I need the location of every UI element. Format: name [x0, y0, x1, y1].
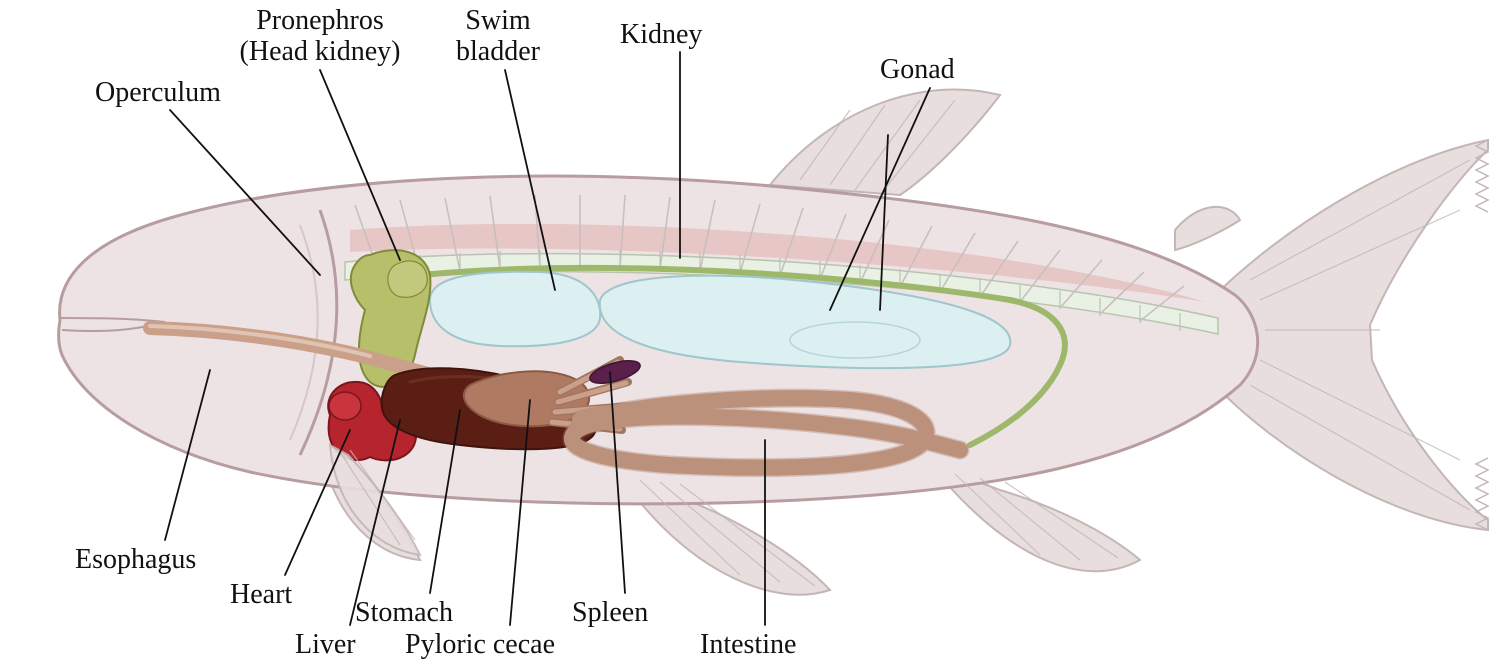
gonad	[790, 322, 920, 358]
label-swim-bladder: Swim bladder	[438, 6, 558, 68]
label-spleen: Spleen	[572, 598, 648, 629]
label-kidney: Kidney	[620, 20, 702, 51]
label-heart: Heart	[230, 580, 292, 611]
label-pronephros: Pronephros (Head kidney)	[200, 6, 440, 68]
label-pronephros-line1: Pronephros	[256, 5, 384, 36]
label-liver: Liver	[295, 630, 356, 661]
label-esophagus: Esophagus	[75, 545, 196, 576]
label-operculum: Operculum	[95, 78, 221, 109]
label-stomach: Stomach	[355, 598, 453, 629]
label-intestine: Intestine	[700, 630, 796, 661]
label-swim-bladder-line2: bladder	[456, 36, 540, 67]
swim-bladder-anterior	[430, 272, 600, 347]
adipose-fin	[1175, 207, 1240, 250]
diagram-stage: Operculum Pronephros (Head kidney) Swim …	[0, 0, 1500, 668]
label-pyloric-cecae: Pyloric cecae	[405, 630, 555, 661]
fish-anatomy-svg	[0, 0, 1500, 668]
label-gonad: Gonad	[880, 55, 955, 86]
label-pronephros-line2: (Head kidney)	[240, 36, 401, 67]
tail-fin-edge	[1476, 140, 1488, 530]
pronephros-lobe	[388, 261, 427, 297]
heart-atrium	[329, 392, 361, 420]
label-swim-bladder-line1: Swim	[465, 5, 530, 36]
